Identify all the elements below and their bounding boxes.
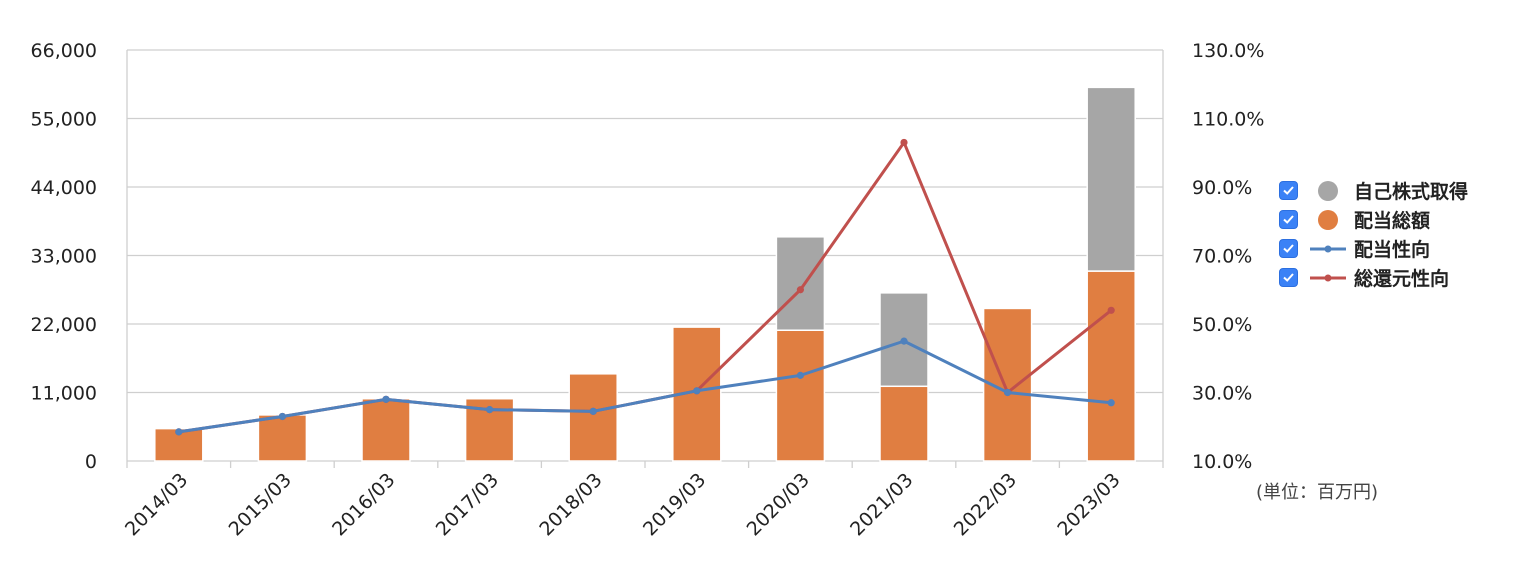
checkbox[interactable] <box>1279 210 1298 229</box>
point <box>486 406 494 414</box>
legend-item-total-return-ratio[interactable]: 総還元性向 <box>1279 263 1468 292</box>
point <box>693 387 701 395</box>
y-left-tick-label: 66,000 <box>31 40 97 62</box>
y-right-tick-label: 110.0% <box>1192 109 1264 131</box>
point <box>900 337 908 345</box>
point <box>1004 388 1012 397</box>
point <box>796 286 805 294</box>
bar <box>361 397 411 462</box>
right-axis-ticks: 10.0% 30.0% 50.0% 70.0% 90.0% 110.0% 130.0% <box>1192 40 1264 473</box>
x-axis-ticks: 2014/03 2015/03 2016/03 2017/03 2018/03 2019/… <box>121 469 1125 540</box>
legend-label: 配当総額 <box>1354 210 1431 232</box>
legend: 自己株式取得 配当総額 配当性向 総還元性向 <box>1279 176 1468 292</box>
line-marker-icon <box>1308 267 1348 289</box>
x-tick-label: 2017/03 <box>432 469 503 540</box>
x-tick-label: 2023/03 <box>1053 469 1124 540</box>
checkbox[interactable] <box>1279 239 1298 258</box>
point <box>1107 306 1115 314</box>
point <box>278 412 286 421</box>
x-tick-label: 2020/03 <box>743 469 814 540</box>
legend-label: 自己株式取得 <box>1354 181 1469 203</box>
x-tick-label: 2018/03 <box>535 469 606 540</box>
x-tick-label: 2021/03 <box>846 469 917 540</box>
bars <box>154 86 1136 462</box>
checkbox[interactable] <box>1279 181 1298 200</box>
y-right-tick-label: 30.0% <box>1192 383 1252 405</box>
y-right-tick-label: 90.0% <box>1192 177 1252 199</box>
point <box>1107 399 1115 407</box>
point <box>796 371 805 379</box>
point <box>175 428 183 436</box>
x-tick-label: 2016/03 <box>328 469 399 540</box>
legend-item-buyback[interactable]: 自己株式取得 <box>1279 176 1468 205</box>
x-tick-label: 2022/03 <box>950 469 1021 540</box>
unit-label: (単位：百万円) <box>1256 482 1379 503</box>
legend-item-dividend-total[interactable]: 配当総額 <box>1279 205 1468 234</box>
y-right-tick-label: 130.0% <box>1192 40 1264 62</box>
y-right-tick-label: 70.0% <box>1192 246 1252 268</box>
x-tick-label: 2014/03 <box>121 469 192 540</box>
bar <box>775 329 826 462</box>
lines <box>175 138 1115 436</box>
point <box>900 138 908 147</box>
series-line <box>178 339 1112 434</box>
y-left-tick-label: 55,000 <box>31 109 97 131</box>
line-marker-icon <box>1308 238 1348 260</box>
bar <box>257 414 308 462</box>
dot-icon <box>1308 209 1348 231</box>
legend-item-payout-ratio[interactable]: 配当性向 <box>1279 234 1468 263</box>
y-left-tick-label: 33,000 <box>31 246 97 268</box>
legend-label: 総還元性向 <box>1354 268 1450 290</box>
y-left-tick-label: 22,000 <box>31 314 97 336</box>
legend-label: 配当性向 <box>1354 239 1431 261</box>
bar <box>568 373 618 462</box>
point <box>382 395 390 403</box>
y-left-tick-label: 44,000 <box>31 177 97 199</box>
x-tick-label: 2015/03 <box>225 469 296 540</box>
left-axis-ticks: 0 11,000 22,000 33,000 44,000 55,000 66,000 <box>31 40 97 473</box>
point <box>589 407 597 415</box>
x-tick-label: 2019/03 <box>639 469 710 540</box>
y-left-tick-label: 11,000 <box>31 383 97 405</box>
y-right-tick-label: 50.0% <box>1192 314 1252 336</box>
y-left-tick-label: 0 <box>85 451 97 473</box>
bar <box>1086 270 1136 462</box>
bar <box>1086 86 1136 272</box>
checkbox[interactable] <box>1279 268 1298 287</box>
series-line <box>178 140 1113 434</box>
bar <box>879 385 929 462</box>
grid-lines <box>126 49 1164 468</box>
bar <box>775 236 826 331</box>
y-right-tick-label: 10.0% <box>1192 451 1252 473</box>
dot-icon <box>1308 180 1348 202</box>
